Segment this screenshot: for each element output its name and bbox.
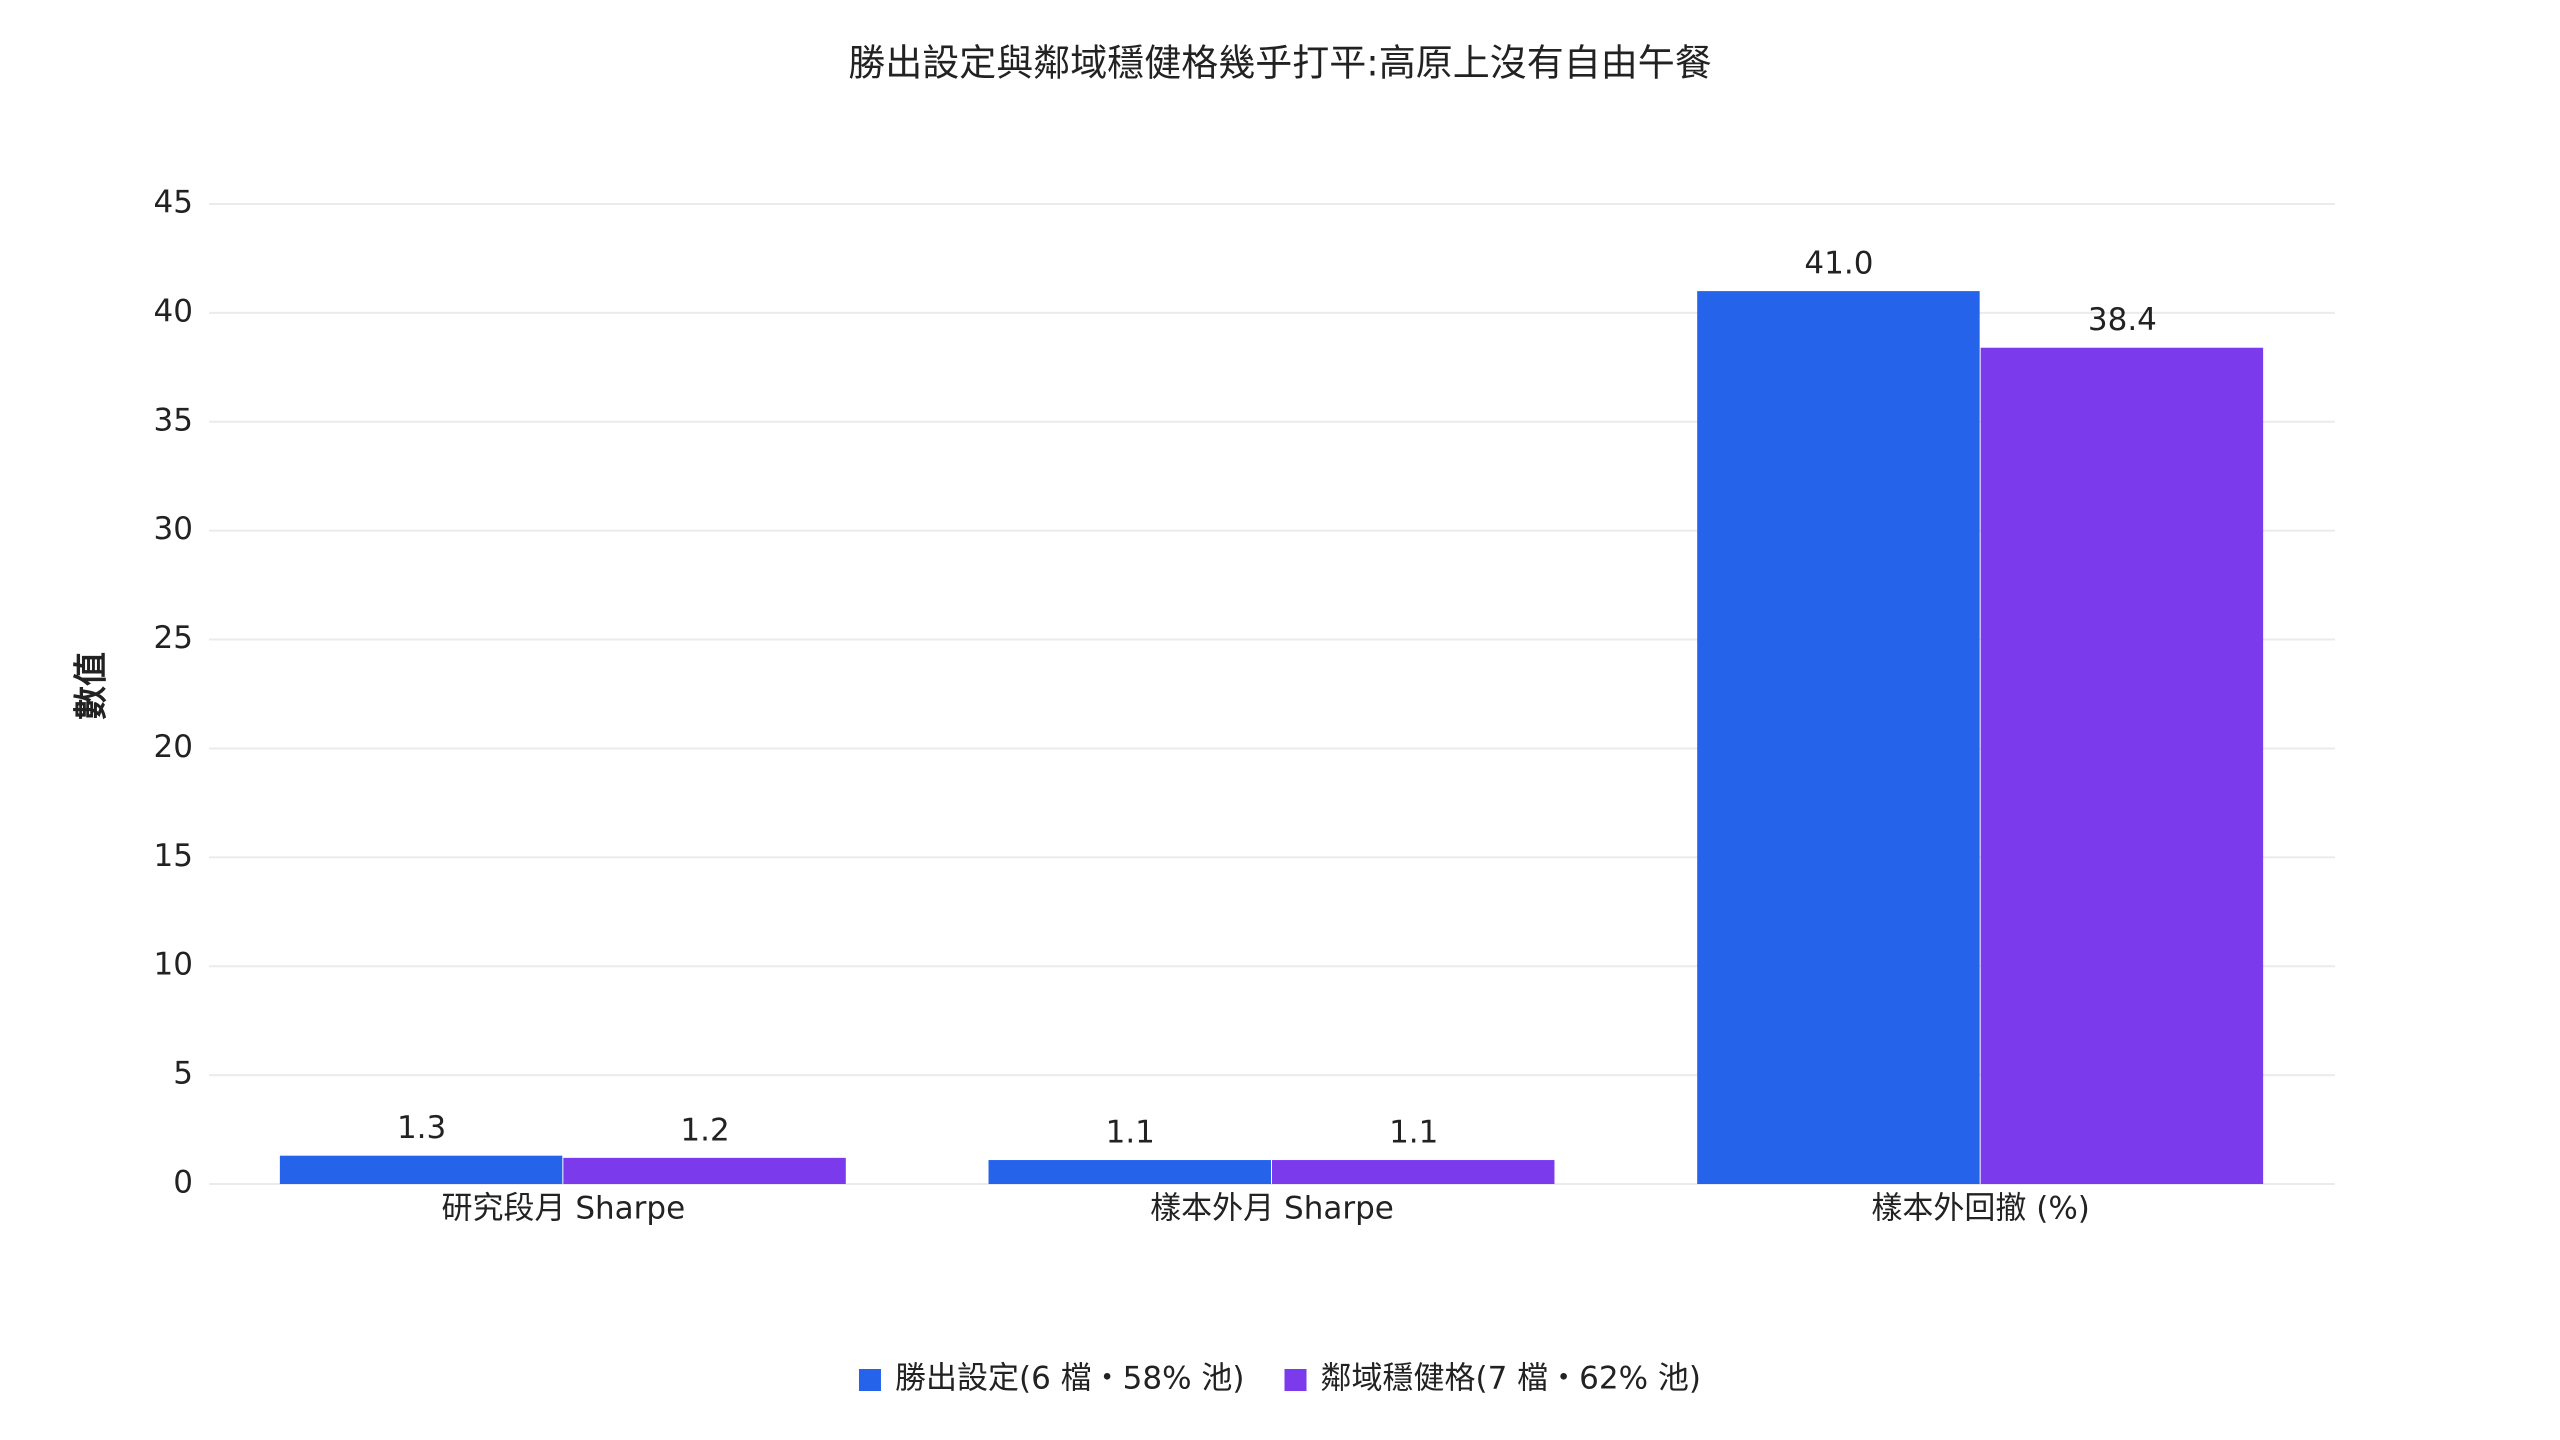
- y-tick-label: 20: [154, 729, 193, 765]
- legend-label: 鄰域穩健格(7 檔・62% 池): [1321, 1361, 1702, 1397]
- x-tick-label: 研究段月 Sharpe: [441, 1191, 685, 1227]
- y-tick-label: 15: [154, 838, 193, 874]
- value-label: 1.2: [680, 1112, 729, 1148]
- bar: [1980, 347, 2264, 1184]
- y-tick-label: 30: [154, 511, 193, 547]
- value-label: 1.1: [1106, 1115, 1155, 1151]
- bar: [1272, 1160, 1555, 1184]
- bar: [1697, 291, 1980, 1185]
- y-tick-label: 0: [173, 1165, 193, 1201]
- value-label: 1.1: [1389, 1115, 1438, 1151]
- value-label: 41.0: [1804, 246, 1873, 282]
- x-tick-label: 樣本外月 Sharpe: [1150, 1191, 1394, 1227]
- x-tick-label: 樣本外回撤 (%): [1871, 1191, 2090, 1227]
- y-axis-title: 數值: [72, 652, 112, 720]
- y-tick-label: 45: [154, 185, 193, 221]
- value-label: 38.4: [2088, 302, 2157, 338]
- bar: [563, 1157, 846, 1184]
- y-tick-label: 5: [173, 1056, 193, 1092]
- value-label: 1.3: [397, 1110, 446, 1146]
- legend-swatch: [1284, 1369, 1307, 1391]
- y-tick-label: 10: [154, 947, 193, 983]
- y-tick-label: 40: [154, 293, 193, 329]
- bar: [988, 1160, 1271, 1184]
- legend-label: 勝出設定(6 檔・58% 池): [895, 1361, 1245, 1397]
- y-tick-label: 35: [154, 402, 193, 438]
- chart-title: 勝出設定與鄰域穩健格幾乎打平:高原上沒有自由午餐: [848, 42, 1711, 85]
- legend-swatch: [858, 1369, 881, 1391]
- bar: [279, 1155, 563, 1184]
- y-tick-label: 25: [154, 620, 193, 656]
